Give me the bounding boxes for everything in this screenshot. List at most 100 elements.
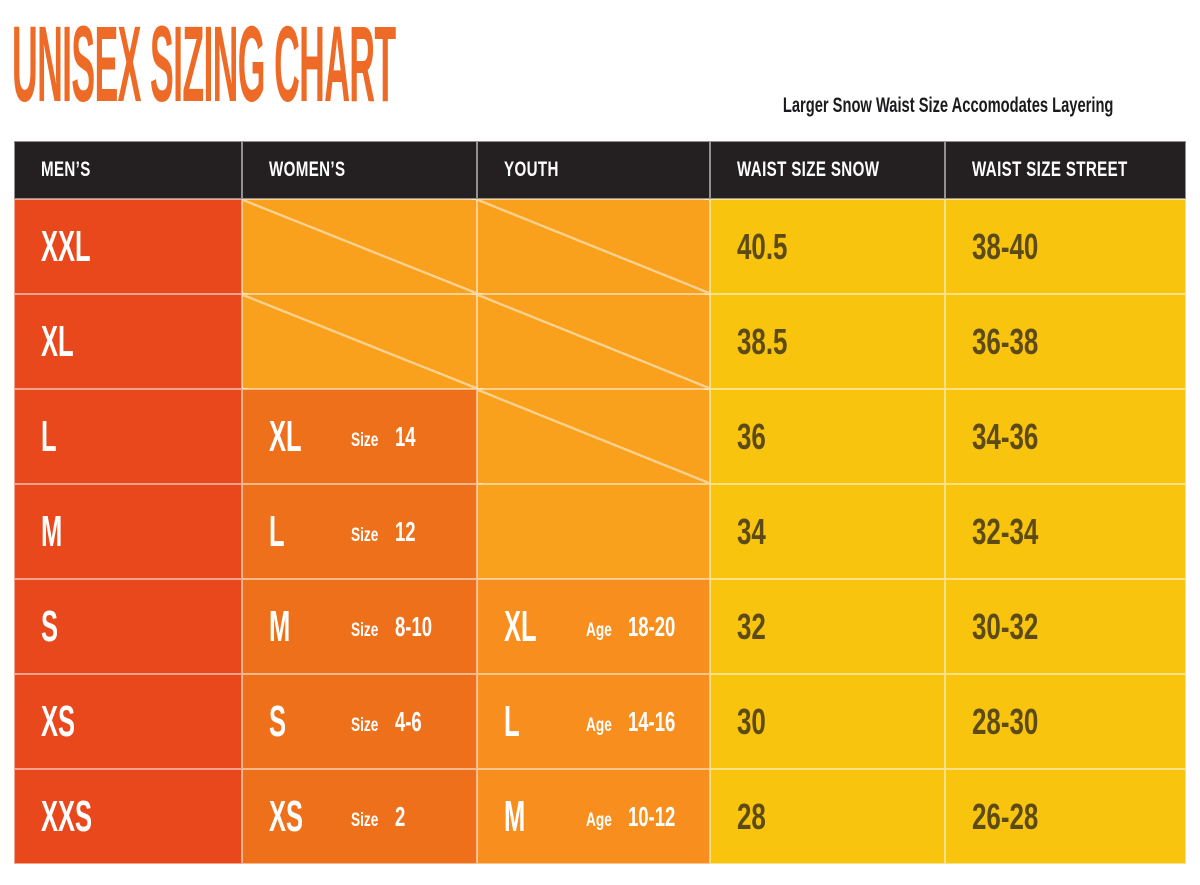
youth-size-cell: M Age 10-12 (477, 769, 710, 864)
waist-street-value: 32-34 (972, 510, 1039, 552)
youth-age-detail-prefix: Age (586, 809, 612, 831)
mens-size-cell: XXL (14, 199, 242, 294)
womens-size-cell: S Size 4-6 (242, 674, 477, 769)
womens-size-detail: Size 12 (351, 516, 426, 548)
womens-size-label-wrap: L (269, 507, 351, 557)
header-cell-waist-snow: WAIST SIZE SNOW (710, 141, 945, 199)
womens-size-cell: L Size 12 (242, 484, 477, 579)
waist-street-cell: 28-30 (945, 674, 1186, 769)
table-row-xl: XL 38.5 36-38 (14, 294, 1186, 389)
waist-snow-cell: 30 (710, 674, 945, 769)
table-header-row: MEN’S WOMEN’S YOUTH WAIST SIZE SNOW WAIS… (14, 141, 1186, 199)
womens-size-cell-na (242, 294, 477, 389)
womens-size-detail-prefix: Size (351, 619, 379, 641)
youth-age-detail-prefix: Age (586, 619, 612, 641)
waist-snow-value: 30 (737, 700, 766, 742)
waist-snow-cell: 38.5 (710, 294, 945, 389)
waist-snow-cell: 36 (710, 389, 945, 484)
womens-size-detail: Size 2 (351, 801, 411, 833)
womens-size-detail-prefix: Size (351, 714, 379, 736)
waist-street-cell: 34-36 (945, 389, 1186, 484)
youth-size-cell-na (477, 199, 710, 294)
youth-size-cell: L Age 14-16 (477, 674, 710, 769)
youth-size-cell: XL Age 18-20 (477, 579, 710, 674)
waist-street-cell: 36-38 (945, 294, 1186, 389)
womens-size-detail-value: 8-10 (395, 610, 433, 642)
table-row-m: M L Size 12 34 32-34 (14, 484, 1186, 579)
womens-size-label: XS (269, 791, 304, 841)
layering-note-text: Larger Snow Waist Size Accomodates Layer… (782, 94, 1114, 117)
youth-age-detail: Age 10-12 (586, 801, 700, 833)
womens-size-cell: XS Size 2 (242, 769, 477, 864)
womens-size-cell-na (242, 199, 477, 294)
womens-size-label-wrap: XS (269, 792, 351, 842)
waist-snow-value: 38.5 (737, 320, 788, 362)
youth-age-detail-value: 14-16 (627, 705, 676, 737)
womens-size-detail-value: 14 (395, 420, 416, 452)
header-cell-waist-street: WAIST SIZE STREET (945, 141, 1186, 199)
womens-size-detail-value: 4-6 (395, 705, 422, 737)
page-title-text: UNISEX SIZING CHART (12, 3, 396, 124)
waist-street-cell: 30-32 (945, 579, 1186, 674)
mens-size-cell: XS (14, 674, 242, 769)
waist-street-value: 28-30 (972, 700, 1039, 742)
table-row-l: L XL Size 14 36 34-36 (14, 389, 1186, 484)
header-label-mens: MEN’S (41, 158, 91, 181)
header-label-womens: WOMEN’S (269, 158, 346, 181)
mens-size-label: XXL (41, 221, 91, 271)
mens-size-label: XL (41, 316, 74, 366)
womens-size-label: S (269, 696, 287, 746)
womens-size-label: L (269, 506, 285, 556)
waist-snow-value: 36 (737, 415, 766, 457)
waist-street-value: 26-28 (972, 795, 1039, 837)
youth-size-label-wrap: XL (504, 602, 586, 652)
layering-note: Larger Snow Waist Size Accomodates Layer… (710, 94, 1186, 118)
womens-size-detail: Size 8-10 (351, 611, 451, 643)
youth-age-detail: Age 14-16 (586, 706, 700, 738)
youth-size-label: XL (504, 601, 537, 651)
womens-size-label-wrap: XL (269, 412, 351, 462)
womens-size-label-wrap: M (269, 602, 351, 652)
header-cell-youth: YOUTH (477, 141, 710, 199)
mens-size-label: L (41, 411, 57, 461)
womens-size-detail-value: 12 (395, 515, 416, 547)
mens-size-cell: XL (14, 294, 242, 389)
womens-size-cell: XL Size 14 (242, 389, 477, 484)
waist-street-value: 38-40 (972, 225, 1039, 267)
waist-snow-value: 40.5 (737, 225, 788, 267)
womens-size-detail: Size 14 (351, 421, 426, 453)
waist-snow-cell: 40.5 (710, 199, 945, 294)
womens-size-detail: Size 4-6 (351, 706, 436, 738)
mens-size-label: XS (41, 696, 76, 746)
table-row-s: S M Size 8-10 XL Age 18-20 32 30-32 (14, 579, 1186, 674)
mens-size-label: XXS (41, 791, 93, 841)
mens-size-cell: M (14, 484, 242, 579)
youth-size-cell-na (477, 389, 710, 484)
waist-street-value: 34-36 (972, 415, 1039, 457)
header-label-waist-snow: WAIST SIZE SNOW (737, 158, 880, 181)
mens-size-cell: XXS (14, 769, 242, 864)
youth-age-detail: Age 18-20 (586, 611, 700, 643)
youth-size-label: M (504, 791, 526, 841)
table-row-xxs: XXS XS Size 2 M Age 10-12 28 26-28 (14, 769, 1186, 864)
waist-snow-cell: 34 (710, 484, 945, 579)
table-row-xs: XS S Size 4-6 L Age 14-16 30 28-30 (14, 674, 1186, 769)
womens-size-detail-value: 2 (395, 800, 406, 832)
womens-size-label: M (269, 601, 291, 651)
waist-snow-value: 32 (737, 605, 766, 647)
womens-size-label-wrap: S (269, 697, 351, 747)
waist-snow-cell: 32 (710, 579, 945, 674)
mens-size-label: S (41, 601, 59, 651)
sizing-table: MEN’S WOMEN’S YOUTH WAIST SIZE SNOW WAIS… (14, 141, 1186, 864)
youth-age-detail-prefix: Age (586, 714, 612, 736)
youth-size-label-wrap: M (504, 792, 586, 842)
waist-street-cell: 26-28 (945, 769, 1186, 864)
womens-size-detail-prefix: Size (351, 809, 379, 831)
waist-snow-cell: 28 (710, 769, 945, 864)
womens-size-label: XL (269, 411, 302, 461)
mens-size-cell: S (14, 579, 242, 674)
header-label-waist-street: WAIST SIZE STREET (972, 158, 1128, 181)
waist-street-cell: 38-40 (945, 199, 1186, 294)
page-title: UNISEX SIZING CHART (12, 3, 1174, 124)
womens-size-cell: M Size 8-10 (242, 579, 477, 674)
